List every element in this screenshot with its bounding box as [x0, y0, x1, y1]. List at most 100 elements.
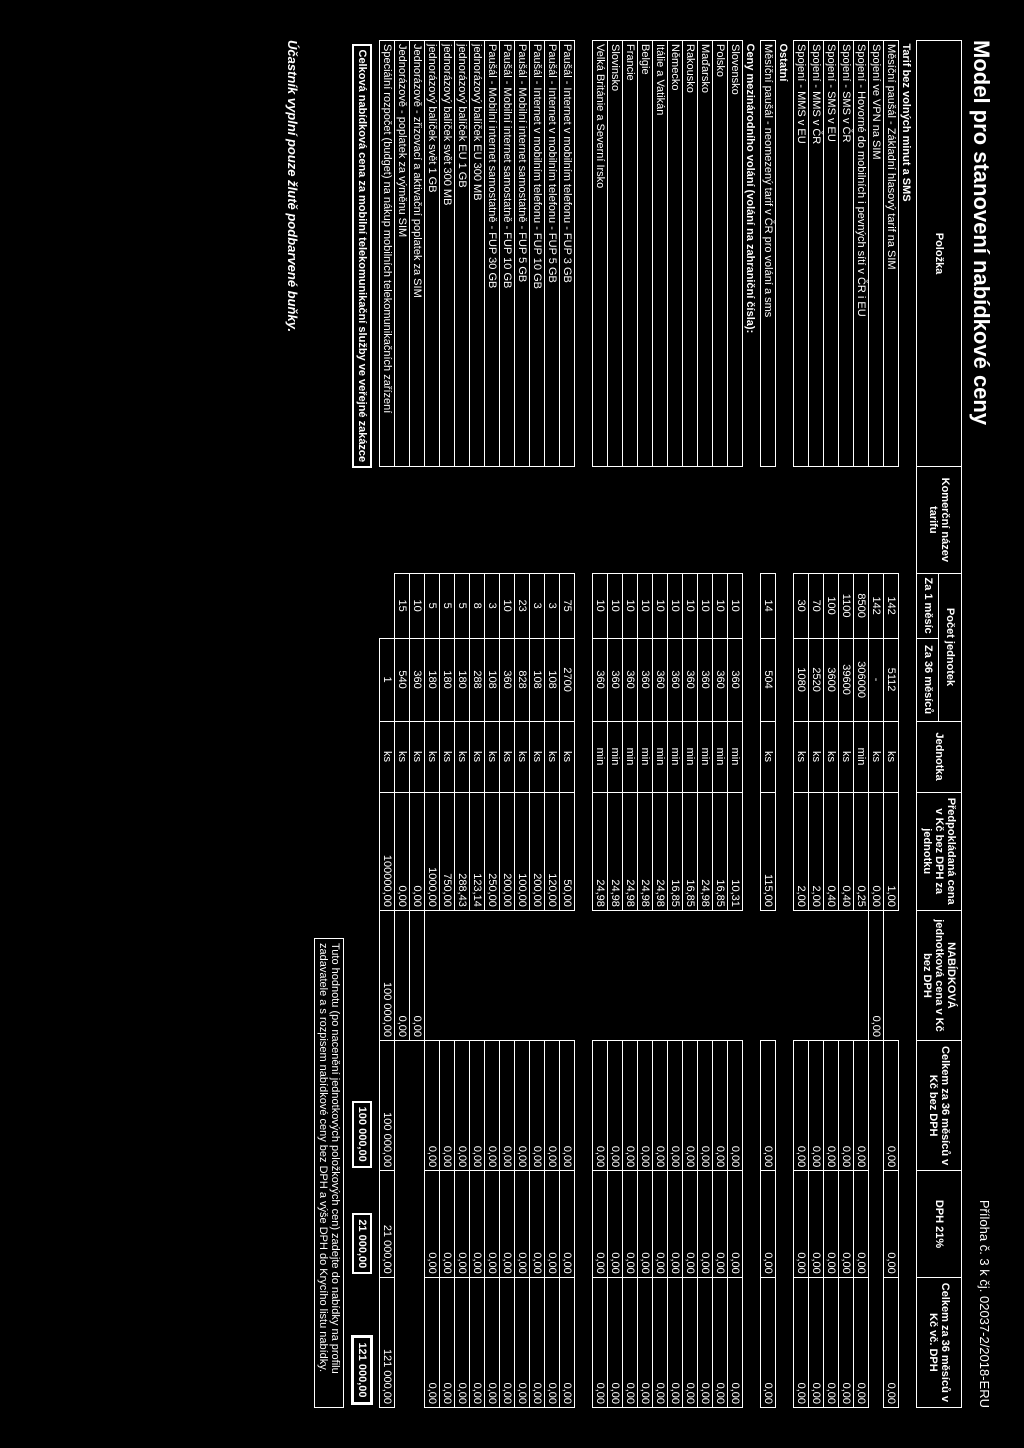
cell-label: Spojení - SMS v ČR	[838, 41, 853, 467]
table-row: Paušál - Mobilní internet samostatně - F…	[514, 41, 529, 1408]
cell-m1: 3	[529, 573, 544, 638]
cell-c36s: 0,00	[697, 1277, 712, 1407]
cell-pred: 1000,00	[424, 792, 439, 910]
cell-label: Slovinsko	[607, 41, 622, 467]
cell-pred: 10,31	[727, 792, 742, 910]
table-row: jednorázový balíček EU 1 GB 5180ks288,43…	[454, 41, 469, 1408]
table-row: jednorázový balíček svět 300 MB 5180ks75…	[439, 41, 454, 1408]
cell-pred: 50,00	[559, 792, 574, 910]
cell-nab	[469, 910, 484, 1040]
cell-c36: 0,00	[484, 1041, 499, 1171]
cell-nab: 0,00	[394, 910, 409, 1040]
cell-nab	[667, 910, 682, 1040]
cell-c36: 0,00	[607, 1041, 622, 1171]
section-title: Tarif bez volných minut a SMS	[898, 41, 916, 1408]
cell-nab	[544, 910, 559, 1040]
cell-label: jednorázový balíček svět 300 MB	[439, 41, 454, 467]
page: Model pro stanovení nabídkové ceny Přílo…	[0, 0, 1024, 1448]
cell-m1: 10	[607, 573, 622, 638]
cell-unit: ks	[394, 721, 409, 792]
table-row: Paušál - Mobilní internet samostatně - F…	[484, 41, 499, 1408]
table-row: Itálie a Vatikán 10360min24,98 0,000,000…	[652, 41, 667, 1408]
col-polozka: Položka	[916, 41, 961, 467]
cell-nab	[607, 910, 622, 1040]
table-row: Paušál - Internet v mobilním telefonu - …	[529, 41, 544, 1408]
cell-pred: 24,98	[592, 792, 607, 910]
cell-m1: 142	[883, 573, 898, 638]
cell-c36s: 0,00	[424, 1277, 439, 1407]
cell-nab	[712, 910, 727, 1040]
cell-c36: 0,00	[697, 1041, 712, 1171]
cell-c36s	[394, 1277, 409, 1407]
cell-dph: 0,00	[424, 1171, 439, 1278]
footnote: Tuto hodnotu (po nacenění jednotkových p…	[314, 938, 344, 1408]
cell-nab	[514, 910, 529, 1040]
cell-pred: 123,14	[469, 792, 484, 910]
cell-nab	[838, 910, 853, 1040]
cell-dph	[868, 1171, 883, 1278]
cell-pred: 100,00	[514, 792, 529, 910]
cell-nab	[454, 910, 469, 1040]
cell-c36: 0,00	[544, 1041, 559, 1171]
cell-komercni	[637, 467, 652, 574]
cell-c36	[409, 1041, 424, 1171]
cell-m36: 540	[394, 638, 409, 721]
cell-c36s: 0,00	[622, 1277, 637, 1407]
cell-pred: 16,85	[712, 792, 727, 910]
cell-m1: 10	[652, 573, 667, 638]
cell-nab	[559, 910, 574, 1040]
cell-m1: 8	[469, 573, 484, 638]
cell-unit: ks	[838, 721, 853, 792]
cell-nab: 0,00	[868, 910, 883, 1040]
cell-dph: 0,00	[484, 1171, 499, 1278]
cell-label: Speciální rozpočet (budget) na nákup mob…	[379, 41, 394, 467]
cell-m36: 288	[469, 638, 484, 721]
cell-m1: 15	[394, 573, 409, 638]
cell-label: Spojení ve VPN na SIM	[868, 41, 883, 467]
cell-pred: 100000,00	[379, 792, 394, 910]
cell-m1: 14	[760, 573, 775, 638]
section-title: Ostatní	[775, 41, 793, 1408]
cell-unit: ks	[499, 721, 514, 792]
total-label: Celková nabídková cena za mobilní teleko…	[350, 41, 380, 1041]
cell-m36: 360	[637, 638, 652, 721]
cell-dph: 0,00	[652, 1171, 667, 1278]
cell-label: Polsko	[712, 41, 727, 467]
cell-m36: 360	[592, 638, 607, 721]
cell-unit: min	[592, 721, 607, 792]
cell-m1: 30	[793, 573, 808, 638]
table-row: Maďarsko 10360min24,98 0,000,000,00	[697, 41, 712, 1408]
cell-nab: 100 000,00	[379, 910, 394, 1040]
cell-unit: ks	[379, 721, 394, 792]
cell-unit: ks	[424, 721, 439, 792]
cell-label: Belgie	[637, 41, 652, 467]
cell-m36: 180	[454, 638, 469, 721]
cell-c36s: 0,00	[793, 1277, 808, 1407]
cell-m1: 10	[712, 573, 727, 638]
table-row: Spojení - SMS v ČR 110039600ks0,40 0,000…	[838, 41, 853, 1408]
cell-m1: 10	[697, 573, 712, 638]
table-row: Německo 10360min16,85 0,000,000,00	[667, 41, 682, 1408]
col-predpokladana: Předpokládaná cena v Kč bez DPH za jedno…	[916, 792, 961, 910]
total-dph: 21 000,00	[350, 1171, 380, 1278]
cell-unit: ks	[544, 721, 559, 792]
cell-dph: 0,00	[793, 1171, 808, 1278]
table-row: Spojení - SMS v EU 1003600ks0,40 0,000,0…	[823, 41, 838, 1408]
cell-m1	[379, 573, 394, 638]
cell-pred: 250,00	[484, 792, 499, 910]
cell-label: Spojení - SMS v EU	[823, 41, 838, 467]
cell-unit: min	[682, 721, 697, 792]
cell-dph	[409, 1171, 424, 1278]
cell-c36s: 121 000,00	[379, 1277, 394, 1407]
cell-pred: 200,00	[529, 792, 544, 910]
cell-komercni	[868, 467, 883, 574]
cell-c36s: 0,00	[667, 1277, 682, 1407]
table-row: Spojení - MMS v EU 301080ks2,00 0,000,00…	[793, 41, 808, 1408]
cell-komercni	[622, 467, 637, 574]
cell-komercni	[544, 467, 559, 574]
cell-c36	[394, 1041, 409, 1171]
cell-label: jednorázový balíček svět 1 GB	[424, 41, 439, 467]
cell-m1: 1100	[838, 573, 853, 638]
table-row: jednorázový balíček svět 1 GB 5180ks1000…	[424, 41, 439, 1408]
cell-c36s: 0,00	[637, 1277, 652, 1407]
